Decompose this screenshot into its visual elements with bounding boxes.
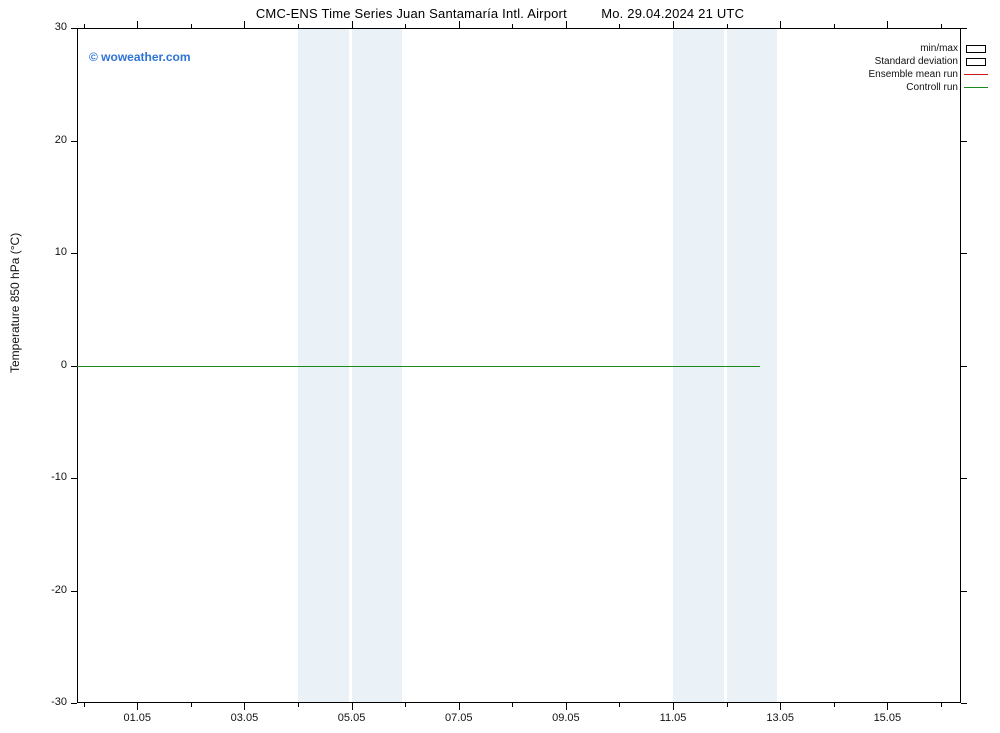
x-tick [673, 21, 674, 28]
x-minor-tick [941, 703, 942, 707]
legend-item: min/max [869, 42, 989, 55]
y-tick [961, 141, 967, 142]
x-minor-tick [512, 703, 513, 707]
x-minor-tick [405, 24, 406, 28]
x-minor-tick [191, 703, 192, 707]
x-minor-tick [727, 24, 728, 28]
chart-container: CMC-ENS Time Series Juan Santamaría Intl… [0, 0, 1000, 733]
x-tick [887, 21, 888, 28]
x-tick-label: 07.05 [445, 712, 473, 724]
watermark: © woweather.com [89, 50, 191, 64]
x-tick-label: 13.05 [766, 712, 794, 724]
y-tick [71, 141, 77, 142]
legend: min/maxStandard deviationEnsemble mean r… [869, 42, 989, 94]
x-minor-tick [84, 703, 85, 707]
x-tick [459, 21, 460, 28]
y-tick-label: 20 [39, 134, 67, 146]
controll-run-line [77, 366, 760, 367]
x-tick [673, 703, 674, 710]
title-datetime: Mo. 29.04.2024 21 UTC [601, 6, 744, 21]
x-tick [244, 703, 245, 710]
x-minor-tick [298, 24, 299, 28]
chart-title: CMC-ENS Time Series Juan Santamaría Intl… [0, 6, 1000, 21]
x-tick [566, 21, 567, 28]
x-tick [352, 703, 353, 710]
x-tick [780, 703, 781, 710]
y-tick [961, 253, 967, 254]
y-tick-label: 30 [39, 21, 67, 33]
x-tick-label: 11.05 [660, 712, 687, 724]
legend-swatch [964, 83, 988, 93]
x-tick [780, 21, 781, 28]
legend-label: Standard deviation [875, 55, 958, 68]
x-tick [137, 703, 138, 710]
y-tick-label: -20 [39, 584, 67, 596]
legend-swatch [964, 57, 988, 67]
legend-label: Controll run [906, 81, 958, 94]
y-tick-label: -30 [39, 696, 67, 708]
legend-label: Ensemble mean run [869, 68, 959, 81]
legend-item: Ensemble mean run [869, 68, 989, 81]
y-tick [961, 478, 967, 479]
x-tick [244, 21, 245, 28]
y-tick-label: -10 [39, 471, 67, 483]
title-location: CMC-ENS Time Series Juan Santamaría Intl… [256, 6, 567, 21]
x-tick-label: 01.05 [124, 712, 152, 724]
y-axis-label: Temperature 850 hPa (°C) [8, 357, 22, 373]
x-minor-tick [619, 24, 620, 28]
x-tick-label: 05.05 [338, 712, 366, 724]
y-tick-label: 0 [39, 359, 67, 371]
x-minor-tick [191, 24, 192, 28]
x-minor-tick [512, 24, 513, 28]
legend-item: Standard deviation [869, 55, 989, 68]
y-tick [961, 591, 967, 592]
x-tick-label: 09.05 [552, 712, 580, 724]
x-tick-label: 15.05 [874, 712, 902, 724]
legend-item: Controll run [869, 81, 989, 94]
x-minor-tick [619, 703, 620, 707]
x-tick [566, 703, 567, 710]
y-tick [71, 591, 77, 592]
y-tick [71, 478, 77, 479]
x-minor-tick [727, 703, 728, 707]
legend-label: min/max [920, 42, 958, 55]
legend-swatch [964, 70, 988, 80]
y-tick-label: 10 [39, 246, 67, 258]
x-minor-tick [405, 703, 406, 707]
y-tick [71, 253, 77, 254]
x-minor-tick [298, 703, 299, 707]
legend-swatch [964, 44, 988, 54]
y-tick [71, 28, 77, 29]
x-tick [459, 703, 460, 710]
x-minor-tick [84, 24, 85, 28]
x-tick-label: 03.05 [231, 712, 259, 724]
y-tick [71, 703, 77, 704]
y-tick [961, 366, 967, 367]
x-tick [887, 703, 888, 710]
y-tick [961, 28, 967, 29]
x-tick [137, 21, 138, 28]
x-tick [352, 21, 353, 28]
x-minor-tick [834, 24, 835, 28]
x-minor-tick [941, 24, 942, 28]
x-minor-tick [834, 703, 835, 707]
y-tick [961, 703, 967, 704]
